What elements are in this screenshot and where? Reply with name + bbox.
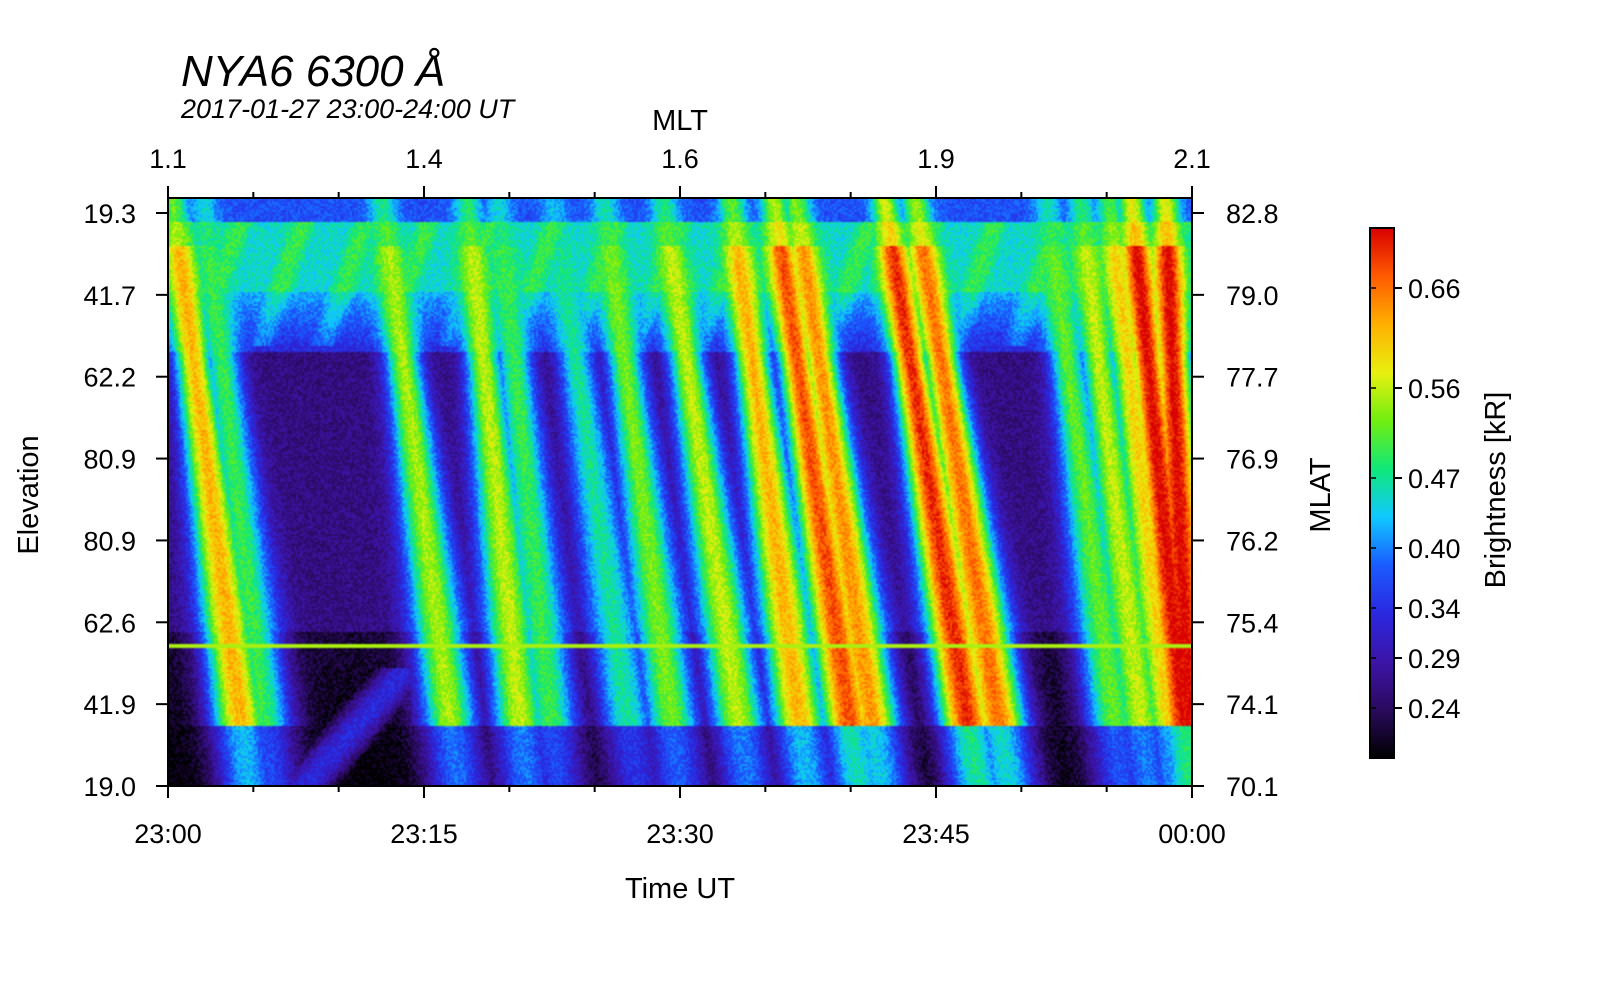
- colorbar-tick-label: 0.29: [1408, 644, 1461, 674]
- colorbar-tick-label: 0.47: [1408, 464, 1461, 494]
- colorbar-tick-label: 0.66: [1408, 274, 1461, 304]
- y-tick-label: 62.2: [83, 363, 136, 393]
- x2-tick-label: 1.9: [917, 144, 955, 174]
- chart-subtitle: 2017-01-27 23:00-24:00 UT: [180, 94, 517, 124]
- y-tick-label: 80.9: [83, 526, 136, 556]
- x-axis-title: Time UT: [625, 873, 735, 905]
- y2-tick-label: 82.8: [1226, 199, 1279, 229]
- colorbar: 0.66 0.56 0.47 0.40 0.34 0.29 0.24: [1369, 227, 1461, 759]
- heatmap-raster: [168, 198, 1192, 786]
- y2-tick-label: 77.7: [1226, 363, 1279, 393]
- x2-tick-label: 1.6: [661, 144, 699, 174]
- x-tick-label: 23:45: [902, 819, 970, 849]
- y2-tick-label: 75.4: [1226, 608, 1279, 638]
- x-tick-label: 23:00: [134, 819, 202, 849]
- y-tick-label: 80.9: [83, 445, 136, 475]
- x-tick-label: 23:30: [646, 819, 714, 849]
- y-tick-label: 19.0: [83, 772, 136, 802]
- axes: 23:00 1.1 23:15 1.4 23:30 1.6 23:45 1.9 00:00 2.1…: [83, 144, 1278, 849]
- x2-axis-title: MLT: [652, 105, 708, 137]
- colorbar-tick-label: 0.56: [1408, 374, 1461, 404]
- y-tick-label: 41.9: [83, 690, 136, 720]
- y-tick-label: 19.3: [83, 199, 136, 229]
- y2-tick-label: 79.0: [1226, 281, 1279, 311]
- x2-tick-label: 1.4: [405, 144, 443, 174]
- colorbar-tick-label: 0.40: [1408, 534, 1461, 564]
- colorbar-gradient: [1369, 227, 1395, 759]
- x-tick-label: 00:00: [1158, 819, 1226, 849]
- y2-tick-label: 76.2: [1226, 526, 1279, 556]
- y2-tick-label: 74.1: [1226, 690, 1279, 720]
- x2-tick-label: 2.1: [1173, 144, 1211, 174]
- heatmap-image: [168, 198, 1192, 786]
- colorbar-tick-label: 0.24: [1408, 694, 1461, 724]
- colorbar-title: Brightness [kR]: [1480, 392, 1512, 589]
- y2-tick-label: 70.1: [1226, 772, 1279, 802]
- x2-tick-label: 1.1: [149, 144, 187, 174]
- y2-axis-title: MLAT: [1305, 457, 1337, 532]
- chart-title: NYA6 6300 Å: [181, 47, 445, 96]
- colorbar-tick-label: 0.34: [1408, 594, 1461, 624]
- y-tick-label: 62.6: [83, 608, 136, 638]
- x-tick-label: 23:15: [390, 819, 458, 849]
- y-tick-label: 41.7: [83, 281, 136, 311]
- y-axis-title: Elevation: [13, 435, 45, 554]
- y2-tick-label: 76.9: [1226, 445, 1279, 475]
